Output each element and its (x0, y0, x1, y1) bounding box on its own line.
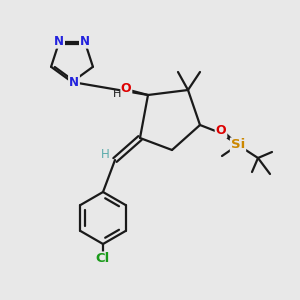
Text: N: N (80, 35, 90, 48)
Text: O: O (216, 124, 226, 137)
Text: O: O (121, 82, 131, 94)
Text: H: H (113, 89, 121, 99)
Text: N: N (69, 76, 79, 88)
Text: H: H (100, 148, 109, 161)
Text: Cl: Cl (96, 253, 110, 266)
Text: Si: Si (231, 139, 245, 152)
Text: N: N (54, 35, 64, 48)
